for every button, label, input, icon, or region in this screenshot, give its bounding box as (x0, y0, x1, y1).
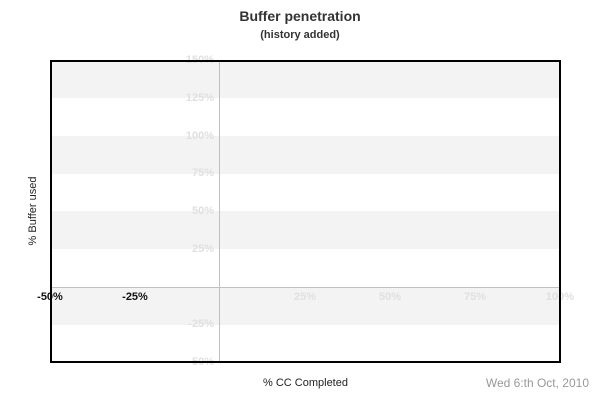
footer-date: Wed 6:th Oct, 2010 (485, 376, 589, 390)
gray-band (51, 211, 559, 249)
x-tick-label: 100% (545, 291, 575, 303)
chart-title: Buffer penetration (239, 8, 361, 24)
x-tick-label: 25% (293, 291, 317, 303)
x-tick-label: 75% (463, 291, 487, 303)
zero-line-vertical (219, 61, 220, 361)
chart-subtitle: (history added) (260, 29, 340, 41)
y-tick-label: 50% (191, 205, 214, 217)
gray-band (51, 60, 559, 98)
y-tick-label: -25% (188, 318, 214, 330)
gray-band (51, 136, 559, 174)
x-tick-label: -50% (37, 291, 63, 303)
y-tick-label: 150% (185, 54, 214, 66)
y-axis-title: % Buffer used (27, 176, 39, 246)
y-tick-label: 75% (191, 167, 214, 179)
zero-line-horizontal (51, 287, 559, 288)
gray-band (51, 287, 559, 325)
x-tick-label: 50% (378, 291, 402, 303)
y-tick-label: 25% (191, 243, 214, 255)
x-axis-title: % CC Completed (263, 377, 348, 389)
y-tick-label: -50% (188, 356, 214, 368)
y-tick-label: 125% (185, 92, 214, 104)
y-tick-label: 100% (185, 130, 214, 142)
x-tick-label: -25% (122, 291, 148, 303)
